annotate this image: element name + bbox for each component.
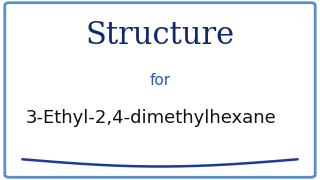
FancyBboxPatch shape [5,3,315,177]
Text: 3-Ethyl-2,4-dimethylhexane: 3-Ethyl-2,4-dimethylhexane [26,109,276,127]
Text: Structure: Structure [85,21,235,51]
Text: for: for [149,73,171,88]
